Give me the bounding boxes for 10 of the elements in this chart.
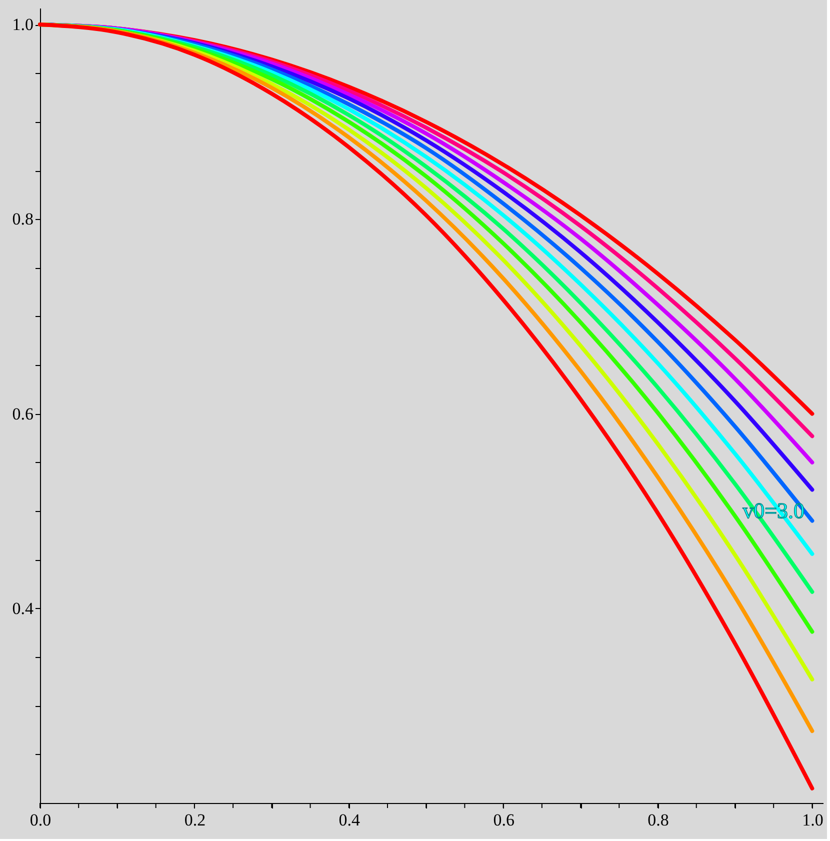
x-tick-label: 0.0 bbox=[30, 810, 52, 830]
y-tick-label: 0.8 bbox=[12, 210, 34, 229]
x-tick-label: 0.4 bbox=[338, 810, 360, 830]
x-tick-label: 0.8 bbox=[648, 810, 669, 830]
x-tick-label: 1.0 bbox=[802, 810, 824, 830]
x-tick-label: 0.6 bbox=[493, 810, 514, 830]
y-tick-label: 0.4 bbox=[12, 598, 34, 618]
y-tick-label: 1.0 bbox=[12, 15, 34, 34]
x-tick-label: 0.2 bbox=[184, 810, 206, 830]
y-tick-label: 0.6 bbox=[12, 404, 34, 424]
